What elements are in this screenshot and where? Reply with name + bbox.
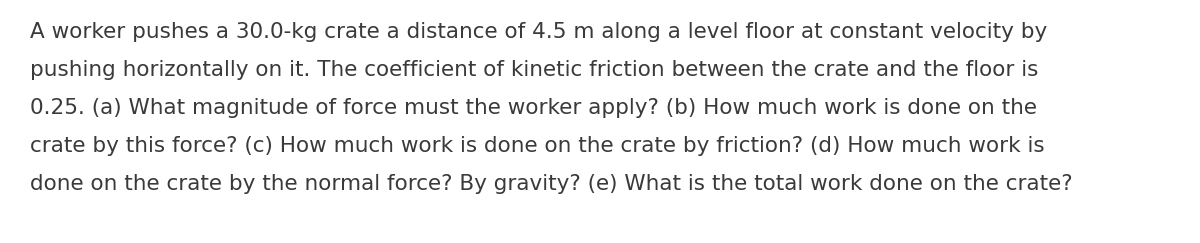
Text: done on the crate by the normal force? By gravity? (e) What is the total work do: done on the crate by the normal force? B… [30, 174, 1073, 194]
Text: A worker pushes a 30.0-kg crate a distance of 4.5 m along a level floor at const: A worker pushes a 30.0-kg crate a distan… [30, 22, 1048, 42]
Text: crate by this force? (c) How much work is done on the crate by friction? (d) How: crate by this force? (c) How much work i… [30, 136, 1045, 156]
Text: pushing horizontally on it. The coefficient of kinetic friction between the crat: pushing horizontally on it. The coeffici… [30, 60, 1038, 80]
Text: 0.25. (a) What magnitude of force must the worker apply? (b) How much work is do: 0.25. (a) What magnitude of force must t… [30, 98, 1037, 118]
